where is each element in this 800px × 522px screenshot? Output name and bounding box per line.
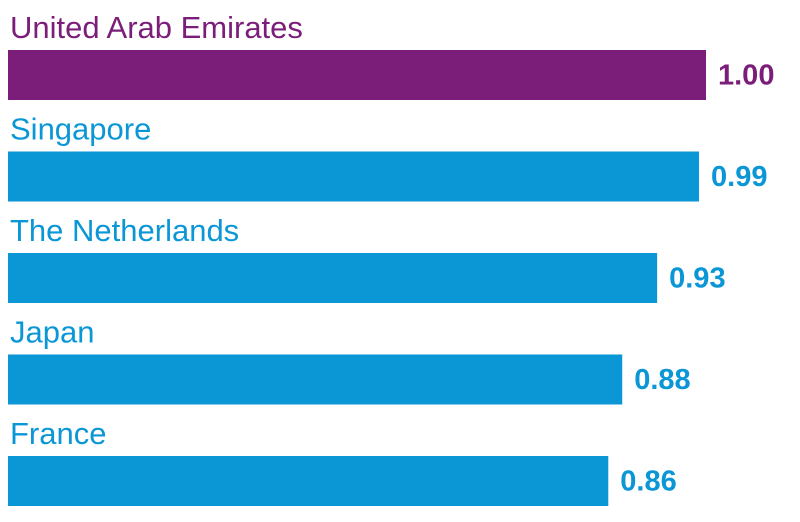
value-label: 0.99 [711,161,767,193]
bar [8,151,700,202]
category-label: United Arab Emirates [10,10,303,45]
bar [8,50,706,100]
value-label: 0.93 [669,263,725,295]
category-label: Japan [10,315,94,350]
category-label: Singapore [10,112,151,147]
bar [8,456,609,506]
value-label: 1.00 [718,60,774,92]
value-label: 0.88 [634,364,690,396]
category-label: France [10,416,106,451]
bar [8,354,623,405]
bar [8,253,658,303]
category-label: The Netherlands [10,213,239,248]
value-label: 0.86 [620,466,676,498]
